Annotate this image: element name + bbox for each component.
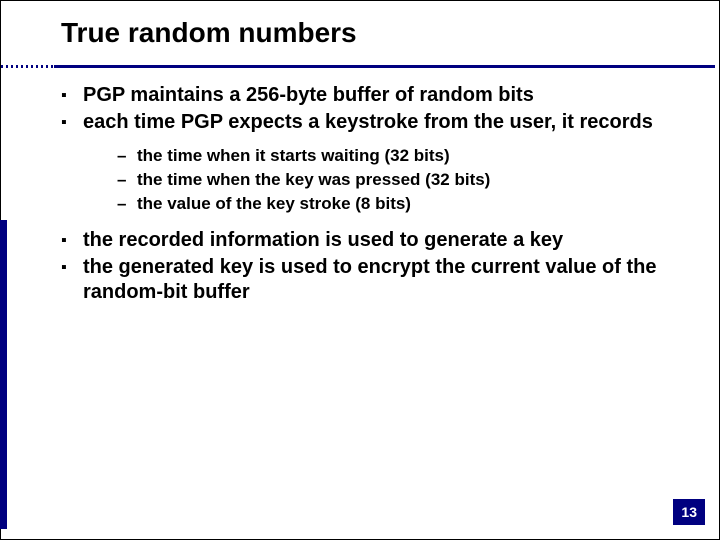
rule-dotted	[1, 65, 54, 68]
dash-marker-icon: –	[117, 169, 137, 192]
rule-solid	[54, 65, 715, 68]
bullet-text: PGP maintains a 256-byte buffer of rando…	[83, 83, 695, 108]
bullet-item: ▪ PGP maintains a 256-byte buffer of ran…	[61, 83, 695, 108]
sub-bullet-text: the value of the key stroke (8 bits)	[137, 193, 695, 216]
slide-title: True random numbers	[61, 17, 699, 49]
bullet-marker-icon: ▪	[61, 228, 83, 251]
bullet-item: ▪ each time PGP expects a keystroke from…	[61, 110, 695, 135]
slide: True random numbers PGP / key and trust …	[0, 0, 720, 540]
bullet-marker-icon: ▪	[61, 110, 83, 133]
bullet-marker-icon: ▪	[61, 83, 83, 106]
bullet-item: ▪ the generated key is used to encrypt t…	[61, 255, 695, 305]
sidebar-label: PGP / key and trust management	[0, 220, 7, 529]
sub-bullet-group: – the time when it starts waiting (32 bi…	[117, 145, 695, 216]
bullet-item: ▪ the recorded information is used to ge…	[61, 228, 695, 253]
bullet-text: the recorded information is used to gene…	[83, 228, 695, 253]
sub-bullet-text: the time when it starts waiting (32 bits…	[137, 145, 695, 168]
sub-bullet-item: – the time when it starts waiting (32 bi…	[117, 145, 695, 168]
dash-marker-icon: –	[117, 193, 137, 216]
sub-bullet-item: – the value of the key stroke (8 bits)	[117, 193, 695, 216]
dash-marker-icon: –	[117, 145, 137, 168]
sub-bullet-text: the time when the key was pressed (32 bi…	[137, 169, 695, 192]
page-number: 13	[673, 499, 705, 525]
bullet-text: each time PGP expects a keystroke from t…	[83, 110, 695, 135]
content-area: ▪ PGP maintains a 256-byte buffer of ran…	[61, 83, 695, 307]
sub-bullet-item: – the time when the key was pressed (32 …	[117, 169, 695, 192]
bullet-text: the generated key is used to encrypt the…	[83, 255, 695, 305]
bullet-marker-icon: ▪	[61, 255, 83, 278]
title-area: True random numbers	[61, 17, 699, 49]
